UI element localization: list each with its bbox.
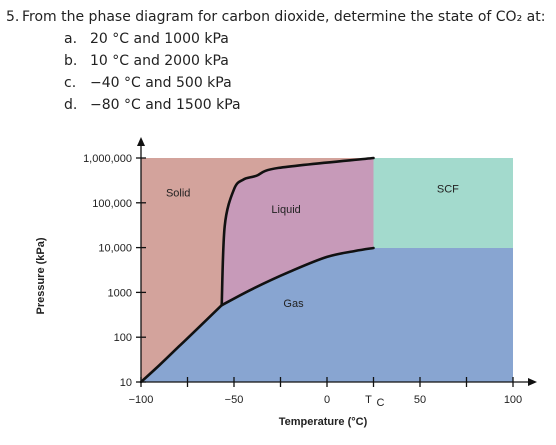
liquid-region xyxy=(221,158,374,306)
region-label-scf: SCF xyxy=(437,183,459,195)
option-text: −40 °C and 500 kPa xyxy=(90,75,232,91)
option-text: 10 °C and 2000 kPa xyxy=(90,53,229,69)
y-tick-label: 100,000 xyxy=(92,198,132,210)
x-axis-title: Temperature (°C) xyxy=(279,416,368,428)
question-prompt-line: 5. From the phase diagram for carbon dio… xyxy=(6,6,550,28)
phase-regions xyxy=(141,158,513,382)
x-tick-label: 100 xyxy=(504,394,522,406)
option-letter: b. xyxy=(64,53,78,69)
x-tick-label: −100 xyxy=(129,394,154,406)
vaporization-curve xyxy=(220,246,375,307)
critical-temperature-subscript: C xyxy=(377,397,385,409)
region-label-solid: Solid xyxy=(166,187,190,199)
y-axis-title: Pressure (kPa) xyxy=(35,237,47,314)
region-labels: Solid Liquid SCF Gas xyxy=(166,183,459,310)
question-option-b: b. 10 °C and 2000 kPa xyxy=(6,50,550,72)
question-number: 5. xyxy=(6,9,20,25)
option-letter: d. xyxy=(64,97,78,113)
x-tick-label: 50 xyxy=(414,394,426,406)
region-label-liquid: Liquid xyxy=(271,204,300,216)
chart-axes: 10 100 1000 10,000 100,000 1,000,000 −100 −50 0 5… xyxy=(83,137,537,409)
option-text: 20 °C and 1000 kPa xyxy=(90,31,229,47)
gas-region xyxy=(141,247,513,382)
x-tick-label: 0 xyxy=(324,394,330,406)
sublimation-curve xyxy=(139,303,223,384)
question-block: 5. From the phase diagram for carbon dio… xyxy=(6,6,550,116)
y-tick-label: 1000 xyxy=(108,287,132,299)
y-tick-label: 10,000 xyxy=(98,243,132,255)
question-option-a: a. 20 °C and 1000 kPa xyxy=(6,28,550,50)
option-letter: c. xyxy=(64,75,77,91)
scf-region xyxy=(373,158,513,248)
y-axis-arrow xyxy=(137,137,145,146)
y-tick-label: 100 xyxy=(114,332,132,344)
x-axis-arrow xyxy=(528,378,537,386)
y-tick-label: 1,000,000 xyxy=(83,153,132,165)
phase-boundary-curves xyxy=(139,156,375,384)
question-options: a. 20 °C and 1000 kPa b. 10 °C and 2000 … xyxy=(6,28,550,116)
y-tick-label: 10 xyxy=(120,377,132,389)
region-label-gas: Gas xyxy=(283,298,304,310)
question-prompt: From the phase diagram for carbon dioxid… xyxy=(22,9,546,25)
question-option-d: d. −80 °C and 1500 kPa xyxy=(6,94,550,116)
question-option-c: c. −40 °C and 500 kPa xyxy=(6,72,550,94)
option-text: −80 °C and 1500 kPa xyxy=(90,97,241,113)
option-letter: a. xyxy=(64,31,78,47)
x-tick-label: −50 xyxy=(225,394,244,406)
melting-curve xyxy=(220,156,375,307)
critical-temperature-label: T xyxy=(365,394,372,406)
